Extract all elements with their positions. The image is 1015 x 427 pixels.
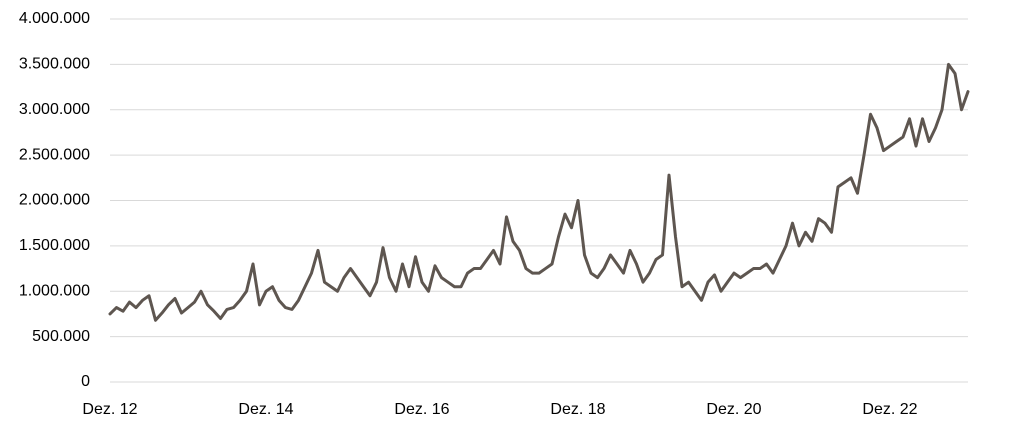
y-tick-label: 4.000.000 [19,10,90,27]
y-tick-label: 1.000.000 [19,282,90,299]
y-tick-label: 2.000.000 [19,192,90,209]
y-tick-label: 500.000 [32,328,90,345]
x-tick-label: Dez. 22 [862,401,917,418]
x-tick-label: Dez. 12 [82,401,137,418]
y-tick-label: 2.500.000 [19,146,90,163]
x-tick-label: Dez. 14 [238,401,293,418]
x-tick-label: Dez. 20 [706,401,761,418]
data-line [108,62,970,322]
y-tick-label: 3.500.000 [19,56,90,73]
x-tick-label: Dez. 16 [394,401,449,418]
y-tick-label: 1.500.000 [19,237,90,254]
y-tick-label: 3.000.000 [19,101,90,118]
x-tick-label: Dez. 18 [550,401,605,418]
y-tick-label: 0 [81,373,90,390]
